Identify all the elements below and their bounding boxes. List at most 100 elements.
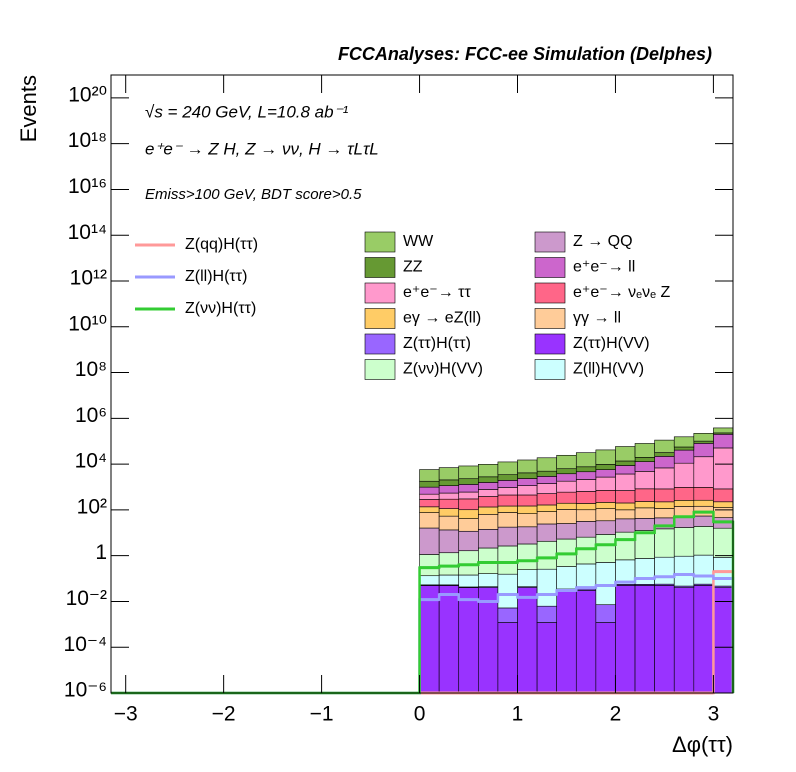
legend-swatch [364,359,396,380]
frame [110,74,734,694]
histogram-segment [556,502,577,510]
legend-swatch [534,308,566,329]
histogram-segment [575,563,597,590]
legend-swatch [534,231,566,253]
histogram-segment [478,587,499,694]
histogram-segment [575,536,597,565]
histogram-segment [458,491,479,500]
histogram-segment [634,501,655,509]
histogram-segment [536,493,557,506]
histogram-segment [497,622,518,694]
histogram-segment [575,509,597,522]
x-tick-label: 2 [610,703,622,726]
y-tick-label: 10¹² [70,267,107,290]
histogram-segment [536,504,557,512]
histogram-segment [419,512,440,529]
histogram-segment [673,462,695,488]
histogram-segment [595,502,616,509]
histogram-segment [615,509,636,520]
legend-label: γγ → ll [573,310,621,327]
histogram-segment [654,488,675,503]
legend-label: Z(ll)H(ττ) [185,268,247,285]
histogram-segment [419,469,440,482]
histogram-segment [693,554,714,585]
histogram-segment [673,506,695,517]
histogram-segment [595,520,616,535]
histogram-segment [419,493,440,500]
histogram-segment [693,585,714,694]
histogram-segment [634,558,655,585]
annotation: √s = 240 GeV, L=10.8 ab⁻¹ [145,102,349,121]
histogram-segment [595,490,616,503]
histogram-segment [595,562,616,606]
histogram-segment [556,509,577,524]
histogram-segment [497,487,518,496]
histogram-segment [438,485,460,494]
histogram-segment [654,501,675,509]
legend-swatch [364,257,396,278]
histogram-segment [536,476,557,484]
legend-label: Z(νν)H(VV) [403,361,483,378]
histogram-segment [556,566,577,590]
histogram-segment [615,502,636,511]
histogram-segment [713,501,734,508]
histogram-segment [634,518,655,531]
legend-label: Z(ττ)H(ττ) [403,335,471,352]
histogram-segment [654,585,675,694]
y-tick-label: 1 [95,541,107,564]
histogram-segment [615,446,636,462]
histogram-segment [517,478,538,486]
legend-swatch [364,282,396,304]
histogram-segment [556,454,577,470]
histogram-segment [458,465,479,480]
y-tick-label: 10¹⁴ [68,221,107,244]
histogram-segment [615,490,636,504]
histogram-segment [478,529,499,549]
histogram-segment [458,587,479,694]
histogram-segment [713,507,734,518]
legend-swatch [364,333,396,355]
histogram-segment [575,503,597,511]
legend-label: e⁺e⁻→ ττ [403,284,471,301]
histogram-segment [595,534,616,563]
histogram-segment [556,473,577,482]
histogram-segment [517,513,538,528]
histogram-segment [634,530,655,559]
plot-area [111,427,735,695]
histogram-segment [654,456,675,469]
histogram-segment [693,443,714,458]
histogram-segment [634,471,655,490]
histogram-segment [595,476,616,491]
legend-label: eγ → eZ(ll) [403,310,481,327]
histogram-segment [634,488,655,502]
histogram-segment [497,505,518,513]
histogram-segment [419,486,440,495]
histogram-segment [478,476,499,483]
histogram-segment [575,452,597,468]
histogram-segment [478,506,499,515]
histogram-segment [575,479,597,492]
histogram-segment [634,443,655,458]
histogram-segment [419,480,440,488]
y-tick-label: 10⁴ [75,450,107,473]
histogram-segment [615,518,636,533]
histogram-segment [693,515,714,527]
y-tick-label: 10¹⁶ [68,175,107,198]
histogram-segment [497,480,518,488]
histogram-segment [595,464,616,470]
histogram-segment [458,509,479,519]
annotation: Emiss>100 GeV, BDT score>0.5 [145,186,362,203]
y-tick-label: 10¹⁸ [68,129,107,152]
histogram-segment [497,512,518,528]
histogram-segment [419,585,440,694]
y-tick-label: 10¹⁰ [68,312,107,335]
histogram-segment [693,456,714,488]
histogram-segment [536,511,557,525]
legend-label: ZZ [403,259,423,276]
histogram-segment [713,433,734,449]
histogram-segment [654,467,675,490]
histogram-segment [458,498,479,511]
histogram-segment [575,471,597,480]
histogram-segment [595,469,616,478]
histogram-segment [438,498,460,509]
